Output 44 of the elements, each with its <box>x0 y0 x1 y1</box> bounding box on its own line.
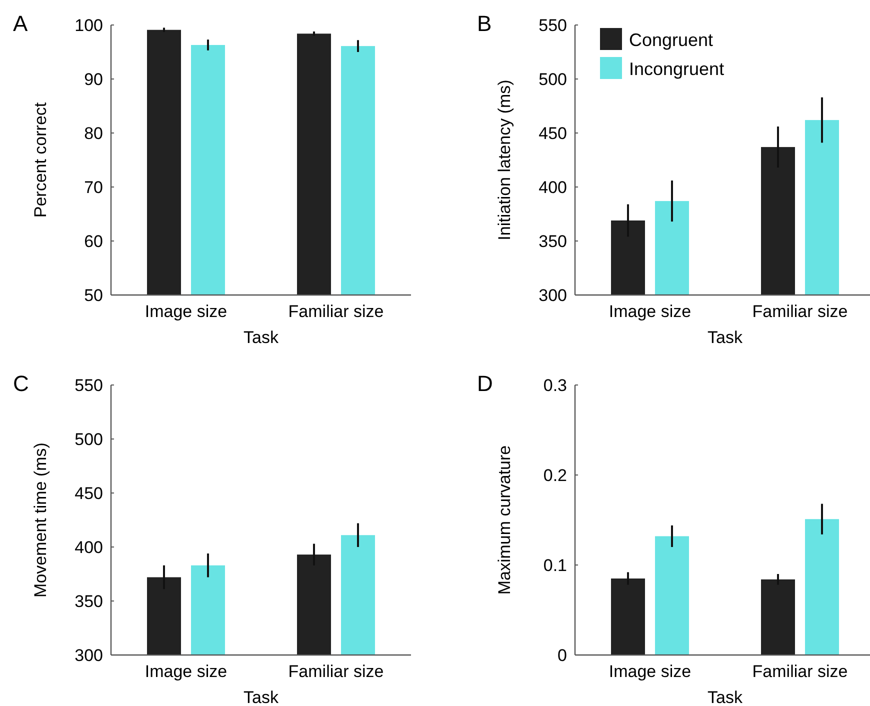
y-axis-title: Maximum curvature <box>495 445 514 595</box>
y-tick-label: 0.3 <box>543 376 567 395</box>
y-tick-label: 100 <box>74 16 103 35</box>
x-tick-label: Image size <box>144 662 228 681</box>
y-axis-title: Initiation latency (ms) <box>495 80 514 240</box>
x-tick-label: Image size <box>608 662 692 681</box>
x-axis-title: Task <box>244 688 279 706</box>
x-axis-title: Task <box>708 328 743 347</box>
y-tick-label: 500 <box>74 430 103 449</box>
chart-title: D <box>477 371 493 396</box>
y-tick-label: 0.2 <box>543 466 567 485</box>
y-tick-label: 400 <box>74 538 103 557</box>
x-axis-title: Task <box>708 688 743 706</box>
y-axis-title: Percent correct <box>31 102 50 218</box>
legend-label: Congruent <box>629 30 714 50</box>
y-tick-label: 550 <box>74 376 103 395</box>
y-tick-label: 70 <box>84 178 103 197</box>
chart-title: B <box>477 11 492 36</box>
y-tick-label: 450 <box>538 124 567 143</box>
x-tick-label: Image size <box>608 302 692 321</box>
y-tick-label: 90 <box>84 70 103 89</box>
y-tick-label: 50 <box>84 286 103 305</box>
x-tick-label: Familiar size <box>752 302 848 321</box>
y-tick-label: 350 <box>74 592 103 611</box>
y-axis-title: Movement time (ms) <box>31 442 50 598</box>
y-tick-label: 300 <box>538 286 567 305</box>
y-tick-label: 60 <box>84 232 103 251</box>
x-tick-label: Image size <box>144 302 228 321</box>
y-tick-label: 500 <box>538 70 567 89</box>
x-axis-title: Task <box>244 328 279 347</box>
chart-title: C <box>13 371 29 396</box>
y-tick-label: 400 <box>538 178 567 197</box>
y-tick-label: 450 <box>74 484 103 503</box>
y-tick-label: 80 <box>84 124 103 143</box>
y-tick-label: 550 <box>538 16 567 35</box>
y-tick-label: 350 <box>538 232 567 251</box>
x-tick-label: Familiar size <box>752 662 848 681</box>
x-tick-label: Familiar size <box>288 662 384 681</box>
y-tick-label: 0 <box>558 646 567 665</box>
x-tick-label: Familiar size <box>288 302 384 321</box>
legend-label: Incongruent <box>629 59 724 79</box>
y-tick-label: 0.1 <box>543 556 567 575</box>
chart-title: A <box>13 11 28 36</box>
y-tick-label: 300 <box>74 646 103 665</box>
